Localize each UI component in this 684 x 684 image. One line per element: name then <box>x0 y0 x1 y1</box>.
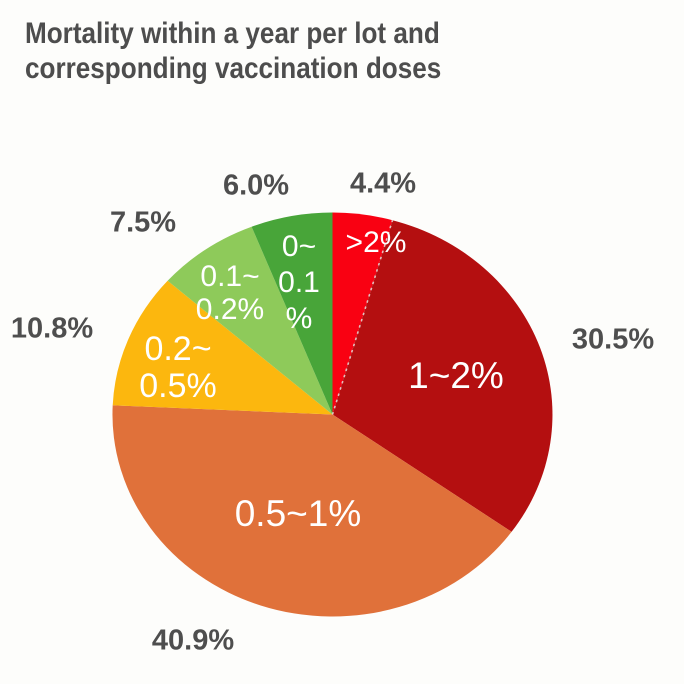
slice-divider-dashed-line <box>331 219 394 415</box>
pie-slice-05-1 <box>112 405 512 617</box>
chart-title-line2: corresponding vaccination doses <box>25 52 442 85</box>
pie-slice-0-01 <box>251 212 333 415</box>
pie-slice-02-05 <box>112 280 333 415</box>
chart-title: Mortality within a year per lot and corre… <box>25 16 441 86</box>
pie-slice-01-02 <box>167 226 333 415</box>
pie-slice-1-2 <box>332 220 553 532</box>
chart-title-line1: Mortality within a year per lot and <box>25 17 440 50</box>
